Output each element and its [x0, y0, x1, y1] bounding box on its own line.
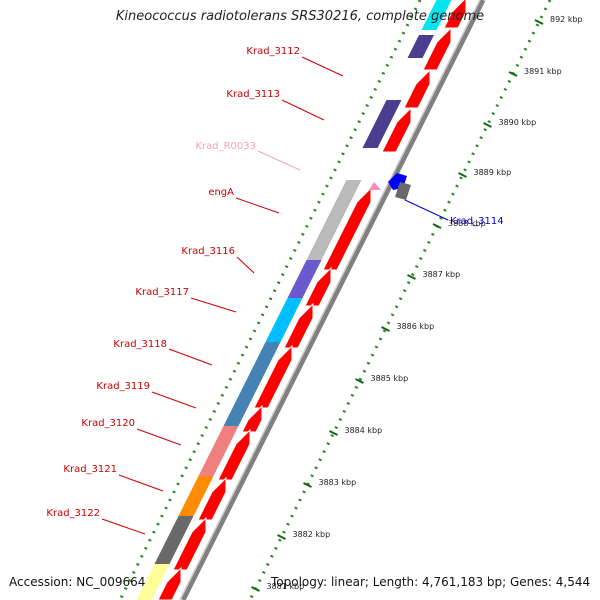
gene-leader-2 — [257, 150, 301, 171]
backbone-line — [180, 0, 486, 600]
gene-label: Krad_3119 — [96, 381, 150, 392]
gene-leader-8 — [136, 428, 182, 446]
cds-arrow-12 — [157, 566, 182, 600]
gene-label: Krad_3112 — [246, 46, 300, 57]
scale-label: 3885 kbp — [371, 374, 409, 383]
scale-label: 3883 kbp — [319, 478, 357, 487]
cds-arrow-2 — [403, 68, 431, 109]
scale-label: 3884 kbp — [345, 426, 383, 435]
feature-band-1 — [407, 35, 434, 58]
gene-label: Krad_3114 — [450, 216, 504, 227]
gene-label: Krad_3121 — [63, 464, 117, 475]
gene-leader-11 — [404, 199, 449, 221]
scale-tick — [303, 482, 312, 488]
dotted-guide-left — [118, 0, 422, 600]
dotted-guide-right — [248, 0, 552, 600]
accession-text: Accession: NC_009664 — [9, 575, 146, 589]
scale-tick — [355, 378, 364, 384]
cds-arrow-1 — [422, 26, 452, 71]
feature-band-6 — [235, 342, 281, 402]
scale-label: 3891 kbp — [524, 67, 562, 76]
gene-leader-4 — [236, 256, 255, 274]
scale-label: 3889 kbp — [474, 168, 512, 177]
scale-tick — [483, 122, 492, 128]
feature-band-5 — [265, 298, 303, 342]
scale-tick — [329, 430, 338, 436]
gene-label: Krad_3117 — [135, 287, 189, 298]
feature-band-2 — [362, 100, 402, 148]
feature-band-7 — [223, 402, 251, 426]
topology-text: Topology: linear; Length: 4,761,183 bp; … — [271, 575, 591, 589]
gene-leader-10 — [101, 518, 146, 535]
gene-leader-3 — [235, 197, 280, 214]
gene-leader-7 — [151, 391, 197, 409]
gene-label: Krad_3118 — [113, 339, 167, 350]
gene-leader-9 — [118, 474, 164, 492]
scale-tick — [381, 326, 390, 332]
gene-label: Krad_3122 — [46, 508, 100, 519]
scale-tick — [458, 172, 467, 178]
krad-3114-block — [395, 182, 411, 200]
gene-label: Krad_3113 — [226, 89, 280, 100]
scale-label: 3881 kbp — [267, 582, 305, 591]
scale-tick — [432, 223, 442, 229]
gene-label: Krad_3120 — [81, 418, 135, 429]
gene-label: engA — [208, 187, 234, 198]
feature-band-3 — [306, 180, 362, 260]
cds-arrow-3 — [381, 106, 412, 153]
scale-tick — [407, 274, 416, 280]
scale-tick — [251, 586, 260, 592]
gene-leader-5 — [190, 297, 237, 313]
map-title: Kineococcus radiotolerans SRS30216, comp… — [115, 9, 485, 24]
scale-label: 3887 kbp — [423, 270, 461, 279]
gene-leader-6 — [168, 348, 213, 366]
scale-tick — [508, 71, 518, 77]
gene-label: Krad_3116 — [181, 246, 235, 257]
feature-band-8 — [198, 426, 239, 476]
scale-label: 3890 kbp — [499, 118, 537, 127]
scale-label: 892 kbp — [550, 15, 583, 24]
feature-band-10 — [154, 516, 194, 564]
gene-leader-0 — [301, 56, 344, 77]
scale-label: 3888 kbp — [448, 219, 486, 228]
backbone-highlight — [179, 0, 481, 600]
scale-tick — [534, 19, 544, 25]
scale-label: 3886 kbp — [397, 322, 435, 331]
feature-band-11 — [136, 564, 170, 600]
scale-tick — [277, 534, 286, 540]
feature-band-0 — [421, 0, 452, 30]
scale-label: 3882 kbp — [293, 530, 331, 539]
gene-leader-1 — [281, 99, 325, 121]
feature-band-9 — [178, 476, 214, 516]
rna-marker — [369, 182, 381, 190]
gene-label: Krad_R0033 — [195, 141, 256, 152]
feature-band-4 — [287, 260, 322, 298]
